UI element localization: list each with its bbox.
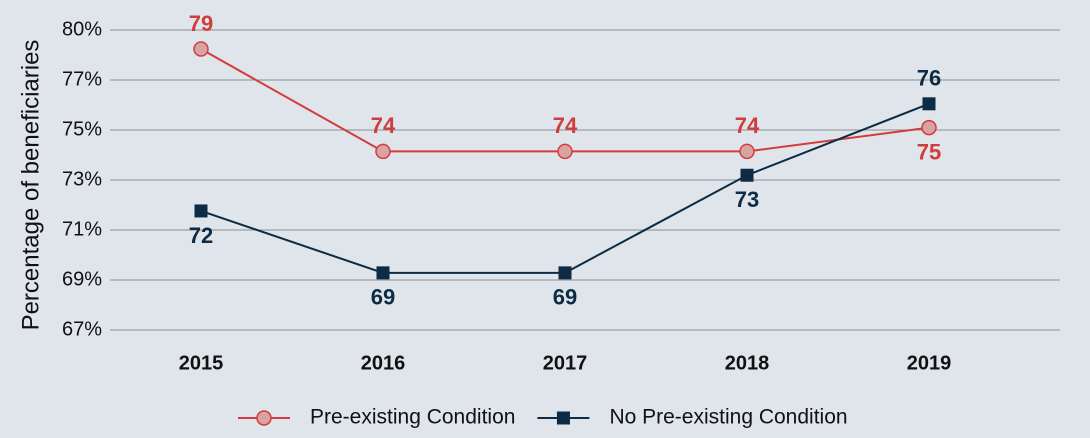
point [375,143,391,160]
data-label: 69 [553,285,577,310]
y-tick-label: 67% [62,318,102,340]
data-label: 76 [917,66,941,91]
data-label: 74 [371,113,396,138]
x-tick-label: 2015 [179,352,224,374]
point [193,41,209,57]
y-tick-label: 80% [62,18,102,40]
y-tick-label: 73% [62,168,102,190]
data-label: 73 [735,187,759,212]
point [558,266,572,280]
y-tick-label: 71% [62,218,102,240]
point [376,266,390,280]
y-tick-label: 75% [62,118,102,140]
point [921,119,937,136]
x-tick-label: 2018 [725,352,770,374]
y-tick-label: 77% [62,68,102,90]
legend-marker [556,411,570,425]
point [194,204,208,218]
x-tick-label: 2019 [907,352,952,374]
y-tick-label: 69% [62,268,102,290]
x-tick-label: 2017 [543,352,588,374]
point [740,168,754,182]
data-label: 72 [189,223,213,248]
data-label: 75 [917,139,941,164]
data-label: 79 [189,11,213,36]
x-tick-label: 2016 [361,352,406,374]
point [739,143,755,160]
legend-label: Pre-existing Condition [310,406,515,429]
legend-label: No Pre-existing Condition [609,406,847,429]
data-label: 74 [735,113,760,138]
data-label: 69 [371,285,395,310]
legend-marker [256,410,272,426]
y-axis-label: Percentage of beneficiaries [17,40,44,331]
point [557,143,573,160]
data-label: 74 [553,113,578,138]
point [922,97,936,111]
